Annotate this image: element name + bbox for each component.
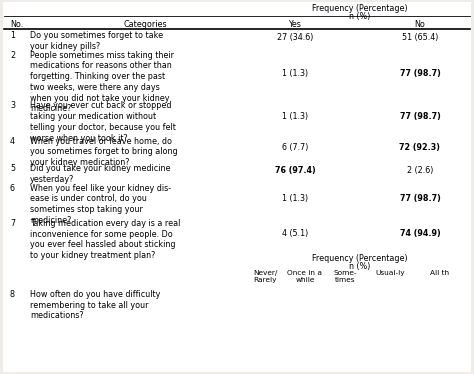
Text: 5: 5 — [10, 164, 15, 173]
Text: When you travel or leave home, do
you sometimes forget to bring along
your kidne: When you travel or leave home, do you so… — [30, 137, 178, 167]
Text: 4: 4 — [10, 137, 15, 145]
Text: Categories: Categories — [123, 20, 167, 29]
Text: 72 (92.3): 72 (92.3) — [400, 143, 440, 152]
Text: 51 (65.4): 51 (65.4) — [402, 33, 438, 42]
Text: 1 (1.3): 1 (1.3) — [282, 111, 308, 120]
Text: 1 (1.3): 1 (1.3) — [282, 68, 308, 77]
Text: All th: All th — [430, 270, 449, 276]
Text: Usual-ly: Usual-ly — [375, 270, 405, 276]
Text: 76 (97.4): 76 (97.4) — [274, 166, 315, 175]
Text: Frequency (Percentage): Frequency (Percentage) — [312, 254, 408, 263]
Text: n (%): n (%) — [349, 12, 371, 21]
Text: 1: 1 — [10, 31, 15, 40]
Text: Did you take your kidney medicine
yesterday?: Did you take your kidney medicine yester… — [30, 164, 171, 184]
Text: Have you ever cut back or stopped
taking your medication without
telling your do: Have you ever cut back or stopped taking… — [30, 101, 176, 142]
Text: Frequency (Percentage): Frequency (Percentage) — [312, 4, 408, 13]
Text: 6 (7.7): 6 (7.7) — [282, 143, 308, 152]
Text: 8: 8 — [10, 290, 15, 299]
Text: 3: 3 — [10, 101, 15, 110]
Text: 27 (34.6): 27 (34.6) — [277, 33, 313, 42]
Text: 2 (2.6): 2 (2.6) — [407, 166, 433, 175]
Text: 7: 7 — [10, 219, 15, 228]
Text: No: No — [415, 20, 426, 29]
Text: Yes: Yes — [289, 20, 301, 29]
Text: No.: No. — [10, 20, 23, 29]
Text: Once in a
while: Once in a while — [288, 270, 322, 283]
Text: Never/
Rarely: Never/ Rarely — [253, 270, 277, 283]
Text: Do you sometimes forget to take
your kidney pills?: Do you sometimes forget to take your kid… — [30, 31, 163, 51]
Text: 77 (98.7): 77 (98.7) — [400, 111, 440, 120]
Text: 1 (1.3): 1 (1.3) — [282, 194, 308, 203]
Text: When you feel like your kidney dis-
ease is under control, do you
sometimes stop: When you feel like your kidney dis- ease… — [30, 184, 171, 225]
Text: 74 (94.9): 74 (94.9) — [400, 229, 440, 238]
Text: 4 (5.1): 4 (5.1) — [282, 229, 308, 238]
Text: Taking medication every day is a real
inconvenience for some people. Do
you ever: Taking medication every day is a real in… — [30, 219, 181, 260]
Text: Some-
times: Some- times — [333, 270, 357, 283]
Text: How often do you have difficulty
remembering to take all your
medications?: How often do you have difficulty remembe… — [30, 290, 160, 321]
Text: 77 (98.7): 77 (98.7) — [400, 68, 440, 77]
Text: 6: 6 — [10, 184, 15, 193]
Text: People sometimes miss taking their
medications for reasons other than
forgetting: People sometimes miss taking their medic… — [30, 50, 174, 113]
Text: 2: 2 — [10, 50, 15, 59]
Text: 77 (98.7): 77 (98.7) — [400, 194, 440, 203]
Text: n (%): n (%) — [349, 262, 371, 271]
